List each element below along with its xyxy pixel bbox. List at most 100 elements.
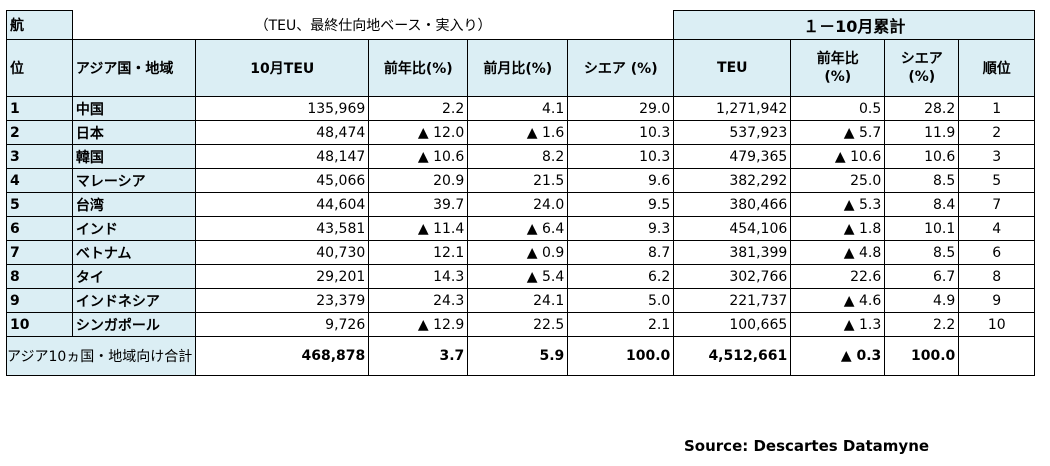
cumulative-title: １－10月累計 xyxy=(673,10,1036,40)
col-region: アジア国・地域 xyxy=(71,39,197,97)
row-cum-teu: 479,365 xyxy=(673,144,792,169)
row-cum-yoy: 22.6 xyxy=(790,264,886,289)
row-cum-yoy: ▲ 1.3 xyxy=(790,312,886,337)
row-oct-teu: 48,147 xyxy=(195,144,370,169)
row-region: タイ xyxy=(71,264,197,289)
row-yoy: 2.2 xyxy=(368,96,469,121)
row-oct-teu: 44,604 xyxy=(195,192,370,217)
row-share: 9.3 xyxy=(567,216,675,241)
row-mom: 22.5 xyxy=(467,312,569,337)
row-share: 6.2 xyxy=(567,264,675,289)
row-cum-teu: 380,466 xyxy=(673,192,792,217)
total-share: 100.0 xyxy=(567,336,675,376)
total-cum-teu: 4,512,661 xyxy=(673,336,792,376)
row-oct-teu: 43,581 xyxy=(195,216,370,241)
row-yoy: 24.3 xyxy=(368,288,469,313)
row-share: 10.3 xyxy=(567,144,675,169)
row-mom: ▲ 5.4 xyxy=(467,264,569,289)
total-cum-yoy: ▲ 0.3 xyxy=(790,336,886,376)
row-cum-rank: 10 xyxy=(958,312,1036,337)
total-mom: 5.9 xyxy=(467,336,569,376)
table-row: 1 中国 135,969 2.2 4.1 29.0 1,271,942 0.5 28.2 1 xyxy=(6,96,1036,121)
row-cum-share: 8.5 xyxy=(884,168,960,193)
row-yoy: 39.7 xyxy=(368,192,469,217)
row-oct-teu: 48,474 xyxy=(195,120,370,145)
table-row: 6 インド 43,581 ▲ 11.4 ▲ 6.4 9.3 454,106 ▲ 1.8 10.1… xyxy=(6,216,1036,241)
row-cum-teu: 302,766 xyxy=(673,264,792,289)
row-rank: 8 xyxy=(6,264,73,289)
table-row: 9 インドネシア 23,379 24.3 24.1 5.0 221,737 ▲ 4.6 4.9 9 xyxy=(6,288,1036,313)
row-cum-yoy: 25.0 xyxy=(790,168,886,193)
row-oct-teu: 40,730 xyxy=(195,240,370,265)
row-region: インド xyxy=(71,216,197,241)
row-yoy: ▲ 12.9 xyxy=(368,312,469,337)
row-mom: 8.2 xyxy=(467,144,569,169)
table-row: 8 タイ 29,201 14.3 ▲ 5.4 6.2 302,766 22.6 6.7 8 xyxy=(6,264,1036,289)
row-oct-teu: 23,379 xyxy=(195,288,370,313)
row-oct-teu: 29,201 xyxy=(195,264,370,289)
row-cum-teu: 454,106 xyxy=(673,216,792,241)
table-row: 2 日本 48,474 ▲ 12.0 ▲ 1.6 10.3 537,923 ▲ 5.7 11.9… xyxy=(6,120,1036,145)
row-yoy: ▲ 11.4 xyxy=(368,216,469,241)
table-row: 7 ベトナム 40,730 12.1 ▲ 0.9 8.7 381,399 ▲ 4.8 8.5 6 xyxy=(6,240,1036,265)
row-cum-share: 8.4 xyxy=(884,192,960,217)
row-cum-share: 2.2 xyxy=(884,312,960,337)
row-cum-rank: 8 xyxy=(958,264,1036,289)
row-cum-share: 10.6 xyxy=(884,144,960,169)
row-cum-teu: 1,271,942 xyxy=(673,96,792,121)
row-cum-teu: 381,399 xyxy=(673,240,792,265)
row-cum-teu: 221,737 xyxy=(673,288,792,313)
row-yoy: ▲ 12.0 xyxy=(368,120,469,145)
row-cum-share: 10.1 xyxy=(884,216,960,241)
row-region: 中国 xyxy=(71,96,197,121)
row-cum-share: 4.9 xyxy=(884,288,960,313)
row-cum-yoy: ▲ 5.7 xyxy=(790,120,886,145)
row-cum-teu: 537,923 xyxy=(673,120,792,145)
row-cum-yoy: ▲ 10.6 xyxy=(790,144,886,169)
row-cum-rank: 7 xyxy=(958,192,1036,217)
row-cum-teu: 382,292 xyxy=(673,168,792,193)
row-oct-teu: 45,066 xyxy=(195,168,370,193)
row-rank: 5 xyxy=(6,192,73,217)
row-yoy: 20.9 xyxy=(368,168,469,193)
row-share: 29.0 xyxy=(567,96,675,121)
row-share: 5.0 xyxy=(567,288,675,313)
col-cum-yoy: 前年比 (%) xyxy=(790,39,886,97)
row-cum-yoy: ▲ 4.8 xyxy=(790,240,886,265)
row-region: 日本 xyxy=(71,120,197,145)
col-yoy: 前年比(%) xyxy=(368,39,469,97)
col-oct-teu: 10月TEU xyxy=(195,39,370,97)
row-cum-rank: 2 xyxy=(958,120,1036,145)
row-rank: 2 xyxy=(6,120,73,145)
row-share: 2.1 xyxy=(567,312,675,337)
row-mom: ▲ 6.4 xyxy=(467,216,569,241)
row-cum-rank: 1 xyxy=(958,96,1036,121)
row-rank: 3 xyxy=(6,144,73,169)
row-share: 9.5 xyxy=(567,192,675,217)
row-yoy: 14.3 xyxy=(368,264,469,289)
row-cum-yoy: ▲ 1.8 xyxy=(790,216,886,241)
asia-teu-table: 航 （TEU、最終仕向地ベース・実入り） １－10月累計 位 アジア国・地域 1… xyxy=(5,10,1036,376)
col-cum-rank: 順位 xyxy=(958,39,1036,97)
row-cum-rank: 3 xyxy=(958,144,1036,169)
source-note: Source: Descartes Datamyne xyxy=(684,437,930,455)
col-cum-teu: TEU xyxy=(673,39,792,97)
total-oct-teu: 468,878 xyxy=(195,336,370,376)
row-share: 8.7 xyxy=(567,240,675,265)
row-oct-teu: 9,726 xyxy=(195,312,370,337)
row-mom: 24.0 xyxy=(467,192,569,217)
row-cum-yoy: ▲ 5.3 xyxy=(790,192,886,217)
row-region: 台湾 xyxy=(71,192,197,217)
col-rank: 位 xyxy=(6,39,73,97)
row-rank: 7 xyxy=(6,240,73,265)
total-cum-share: 100.0 xyxy=(884,336,960,376)
row-region: ベトナム xyxy=(71,240,197,265)
row-mom: ▲ 1.6 xyxy=(467,120,569,145)
total-label: アジア10ヵ国・地域向け合計 xyxy=(5,336,197,376)
row-cum-rank: 6 xyxy=(958,240,1036,265)
row-rank: 1 xyxy=(6,96,73,121)
row-cum-share: 8.5 xyxy=(884,240,960,265)
row-region: シンガポール xyxy=(71,312,197,337)
row-share: 9.6 xyxy=(567,168,675,193)
row-cum-rank: 4 xyxy=(958,216,1036,241)
